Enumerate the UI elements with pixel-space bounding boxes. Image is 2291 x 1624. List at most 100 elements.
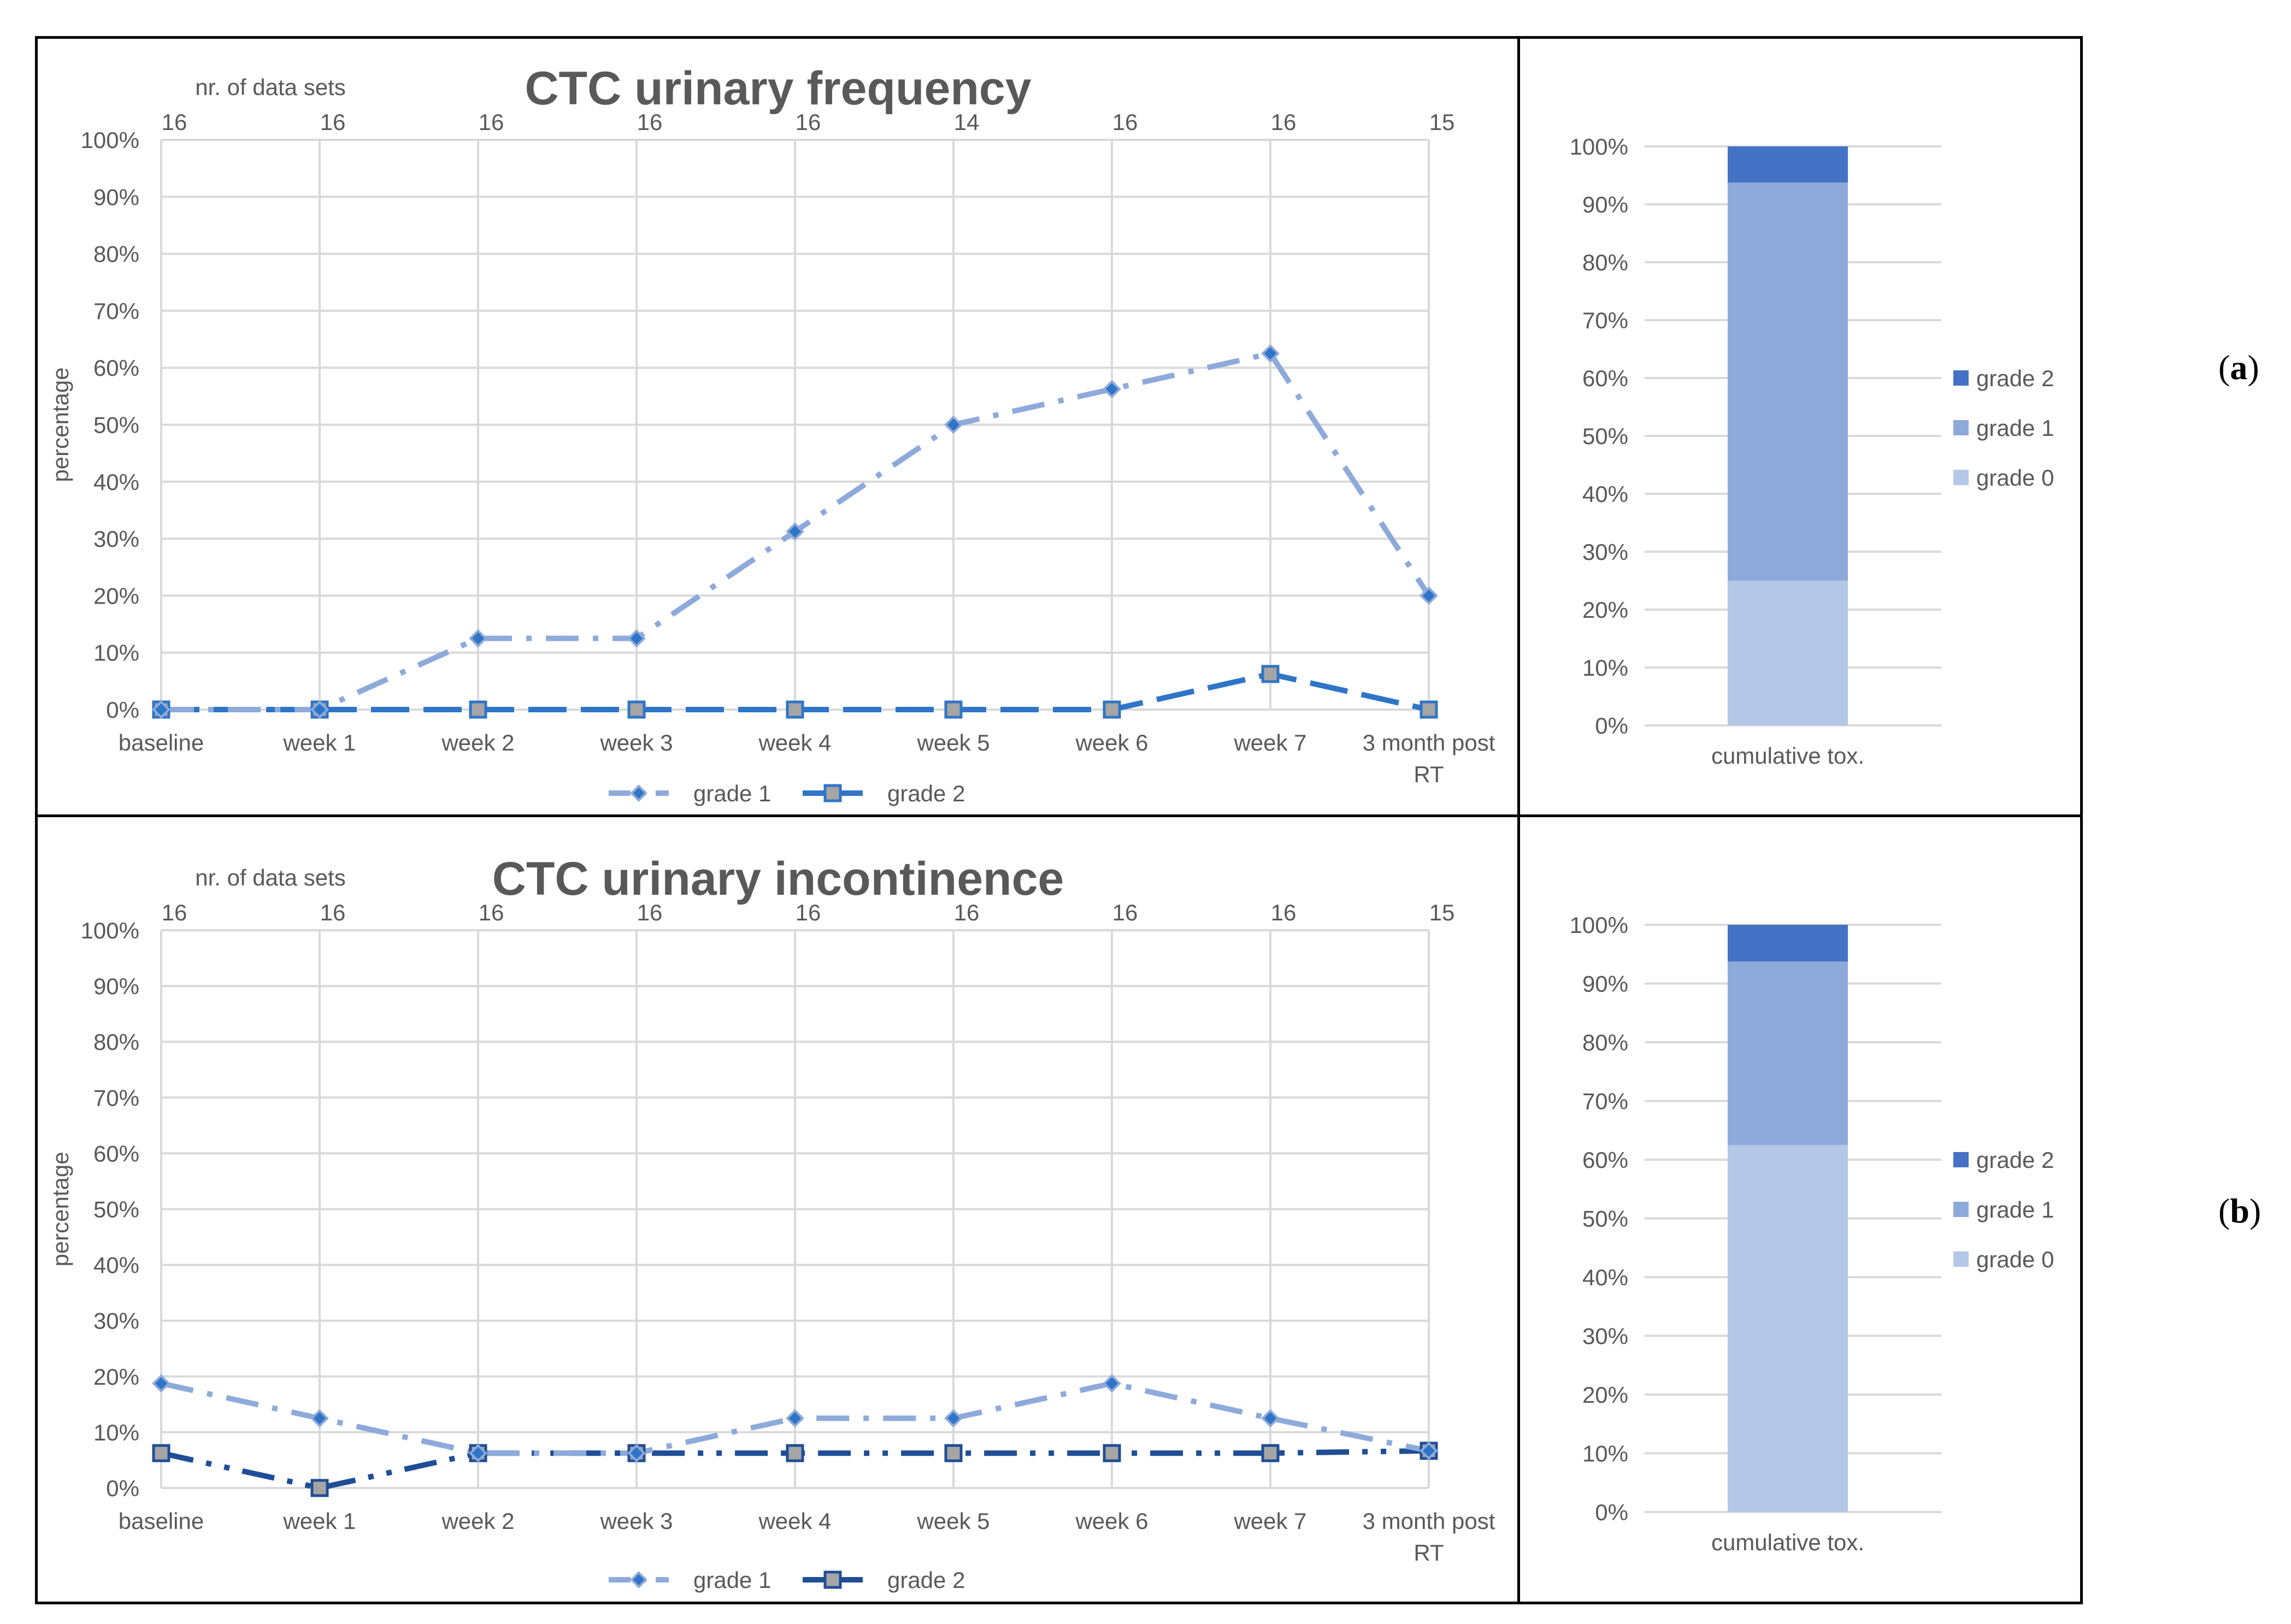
point-grade-1 (310, 1409, 329, 1428)
point-grade-1 (1420, 586, 1438, 605)
point-grade-1 (1261, 344, 1280, 363)
x-tick-label: RT (1414, 1540, 1444, 1566)
top-axis-label: nr. of data sets (195, 865, 346, 890)
top-count-label: 16 (1112, 900, 1138, 925)
panel-label-b: (b) (2218, 1191, 2261, 1230)
top-axis-label: nr. of data sets (195, 74, 346, 100)
panel-label-b-letter: b (2230, 1191, 2249, 1230)
x-tick-label: 3 month post (1363, 730, 1495, 755)
bar-segment-grade-1 (1728, 961, 1848, 1145)
point-grade-2 (310, 1479, 329, 1497)
panel-a-bar-frame: 0% 10% 20% 30% 40% 50% 60% 70% 80% 90% 100% cumulat… (1517, 36, 2083, 817)
y-tick-label: 80% (93, 241, 139, 267)
bar-segment-grade-0 (1728, 1145, 1848, 1512)
legend-label-grade-2: grade 2 (887, 781, 965, 806)
top-count-label: 16 (1112, 109, 1138, 135)
point-grade-1 (786, 1409, 804, 1428)
legend-label-grade-1: grade 1 (693, 1567, 771, 1593)
y-tick-label: 100% (1570, 912, 1628, 938)
point-grade-2 (786, 700, 804, 719)
y-tick-label: 100% (1570, 134, 1628, 160)
top-count-label: 16 (320, 900, 346, 925)
y-tick-label: 20% (93, 1364, 139, 1390)
x-tick-label: cumulative tox. (1711, 743, 1864, 769)
x-tick-label: week 1 (282, 730, 356, 755)
top-count-label: 14 (954, 109, 980, 135)
point-grade-1 (627, 1444, 646, 1463)
legend-label-grade-2: grade 2 (887, 1567, 965, 1593)
x-tick-label: RT (1414, 761, 1444, 787)
point-grade-1 (786, 522, 804, 541)
point-grade-1 (944, 1409, 963, 1428)
y-tick-label: 40% (93, 1253, 139, 1278)
y-tick-label: 10% (1582, 1441, 1628, 1467)
panel-label-a-letter: a (2230, 348, 2248, 387)
x-tick-label: cumulative tox. (1711, 1529, 1864, 1555)
point-grade-2 (1420, 700, 1438, 719)
y-tick-label: 40% (93, 469, 139, 495)
bar-segment-grade-1 (1728, 182, 1848, 581)
point-grade-1 (152, 1374, 170, 1393)
legend-label-grade-1: grade 1 (1976, 1197, 2054, 1223)
y-tick-label: 90% (93, 973, 139, 999)
point-grade-2 (1103, 1444, 1121, 1462)
chart-b-line: 0% 10% 20% 30% 40% 50% 60% 70% 80% 90% 100% baselin… (48, 853, 1495, 1593)
legend-marker-grade-1 (630, 1571, 647, 1588)
series-line-grade-2 (160, 1448, 1429, 1491)
point-grade-2 (1261, 1444, 1280, 1462)
panel-b-line-frame: 0% 10% 20% 30% 40% 50% 60% 70% 80% 90% 100% baselin… (35, 814, 1520, 1604)
series-line-grade-1 (160, 1380, 1430, 1456)
point-grade-1 (944, 415, 963, 434)
y-tick-label: 30% (1582, 539, 1628, 565)
x-tick-label: week 4 (758, 1508, 831, 1534)
top-count-label: 16 (637, 900, 663, 925)
y-tick-label: 20% (1582, 597, 1628, 623)
x-tick-label: week 7 (1233, 730, 1306, 755)
legend-swatch-grade-1 (1953, 1202, 1969, 1217)
legend-swatch-grade-0 (1953, 1251, 1969, 1267)
point-grade-1 (310, 700, 329, 719)
y-tick-label: 60% (1582, 365, 1628, 391)
top-count-label: 16 (1271, 109, 1297, 135)
y-tick-label: 60% (1582, 1147, 1628, 1173)
top-count-label: 16 (954, 900, 980, 925)
y-tick-label: 40% (1582, 1265, 1628, 1290)
point-grade-1 (1103, 380, 1121, 399)
y-tick-label: 20% (93, 583, 139, 609)
y-tick-label: 100% (81, 127, 139, 153)
chart-a-bar: 0% 10% 20% 30% 40% 50% 60% 70% 80% 90% 100% cumulat… (1570, 134, 2054, 769)
y-tick-label: 50% (93, 412, 139, 438)
y-tick-label: 30% (1582, 1324, 1628, 1349)
legend-label-grade-1: grade 1 (1976, 415, 2054, 441)
top-count-label: 16 (1271, 900, 1297, 925)
chart-b-bar: 0% 10% 20% 30% 40% 50% 60% 70% 80% 90% 100% cumulat… (1570, 912, 2054, 1555)
top-count-label: 16 (796, 900, 821, 925)
point-grade-2 (1261, 665, 1280, 683)
top-count-label: 16 (637, 109, 663, 135)
point-grade-1 (1420, 1442, 1438, 1460)
x-tick-label: week 5 (916, 1508, 990, 1534)
y-tick-label: 80% (1582, 250, 1628, 275)
legend-marker-grade-2 (823, 784, 842, 802)
x-tick-label: week 3 (599, 1508, 673, 1534)
y-tick-label: 60% (93, 355, 139, 381)
x-tick-label: baseline (119, 730, 204, 755)
legend-swatch-grade-2 (1953, 1152, 1969, 1167)
x-tick-label: week 2 (441, 1508, 514, 1534)
y-tick-label: 70% (1582, 1089, 1628, 1114)
y-tick-label: 50% (1582, 423, 1628, 449)
point-grade-2 (944, 1444, 963, 1462)
panel-label-a: (a) (2218, 348, 2259, 387)
legend-swatch-grade-2 (1953, 370, 1969, 386)
legend-label-grade-0: grade 0 (1976, 465, 2054, 491)
y-tick-label: 30% (93, 1308, 139, 1334)
x-tick-label: week 5 (916, 730, 990, 755)
y-tick-label: 80% (93, 1029, 139, 1055)
panel-b-bar-frame: 0% 10% 20% 30% 40% 50% 60% 70% 80% 90% 100% cumulat… (1517, 814, 2083, 1604)
y-tick-label: 50% (93, 1197, 139, 1223)
point-grade-2 (469, 700, 487, 719)
top-count-label: 16 (796, 109, 821, 135)
y-axis-label: percentage (48, 1151, 73, 1266)
y-tick-label: 0% (1595, 1499, 1628, 1525)
chart-title: CTC urinary frequency (525, 62, 1031, 115)
